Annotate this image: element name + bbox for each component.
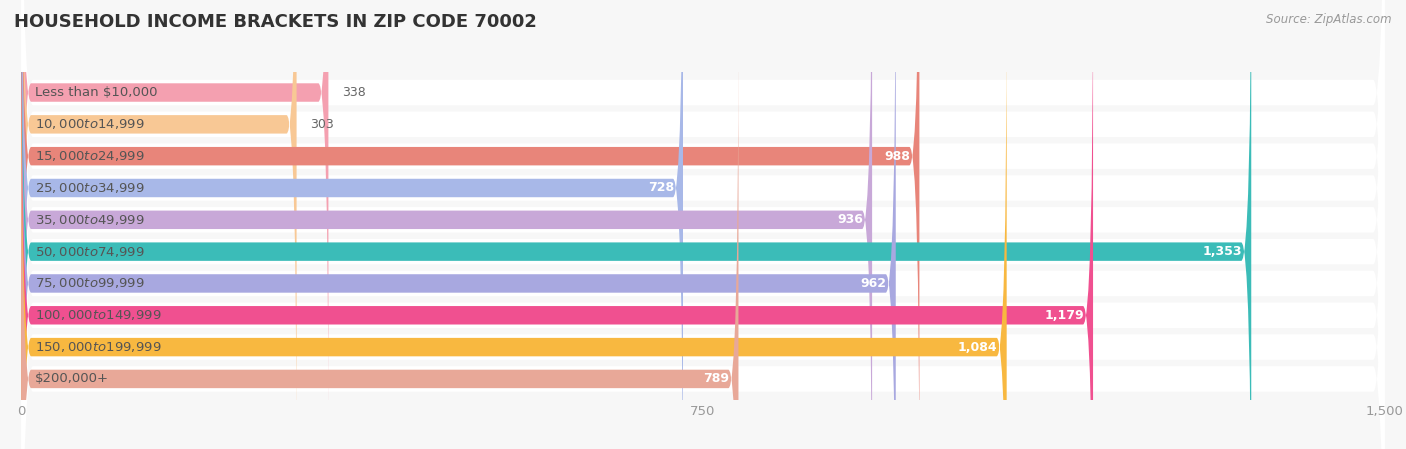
Text: $100,000 to $149,999: $100,000 to $149,999 <box>35 308 162 322</box>
Text: 728: 728 <box>648 181 673 194</box>
FancyBboxPatch shape <box>21 0 1385 449</box>
Text: $50,000 to $74,999: $50,000 to $74,999 <box>35 245 145 259</box>
Text: $150,000 to $199,999: $150,000 to $199,999 <box>35 340 162 354</box>
FancyBboxPatch shape <box>21 0 1385 449</box>
Text: $200,000+: $200,000+ <box>35 372 108 385</box>
Text: 962: 962 <box>860 277 887 290</box>
FancyBboxPatch shape <box>21 6 1007 449</box>
FancyBboxPatch shape <box>21 0 1385 449</box>
Text: 1,179: 1,179 <box>1045 309 1084 322</box>
FancyBboxPatch shape <box>21 0 1385 449</box>
Text: $35,000 to $49,999: $35,000 to $49,999 <box>35 213 145 227</box>
FancyBboxPatch shape <box>21 0 896 449</box>
Text: $15,000 to $24,999: $15,000 to $24,999 <box>35 149 145 163</box>
FancyBboxPatch shape <box>21 0 1385 449</box>
FancyBboxPatch shape <box>21 0 1385 449</box>
Text: 936: 936 <box>837 213 863 226</box>
Text: 789: 789 <box>703 372 730 385</box>
Text: 303: 303 <box>311 118 335 131</box>
FancyBboxPatch shape <box>21 0 683 449</box>
Text: $75,000 to $99,999: $75,000 to $99,999 <box>35 277 145 291</box>
FancyBboxPatch shape <box>21 0 1092 449</box>
Text: $25,000 to $34,999: $25,000 to $34,999 <box>35 181 145 195</box>
FancyBboxPatch shape <box>21 0 872 449</box>
Text: 988: 988 <box>884 150 910 163</box>
Text: 1,353: 1,353 <box>1202 245 1241 258</box>
Text: $10,000 to $14,999: $10,000 to $14,999 <box>35 117 145 132</box>
FancyBboxPatch shape <box>21 0 1251 449</box>
FancyBboxPatch shape <box>21 38 738 449</box>
FancyBboxPatch shape <box>21 0 1385 449</box>
Text: 1,084: 1,084 <box>957 341 998 354</box>
Text: Source: ZipAtlas.com: Source: ZipAtlas.com <box>1267 13 1392 26</box>
FancyBboxPatch shape <box>21 0 1385 449</box>
FancyBboxPatch shape <box>21 0 297 449</box>
FancyBboxPatch shape <box>21 0 1385 449</box>
Text: HOUSEHOLD INCOME BRACKETS IN ZIP CODE 70002: HOUSEHOLD INCOME BRACKETS IN ZIP CODE 70… <box>14 13 537 31</box>
Text: Less than $10,000: Less than $10,000 <box>35 86 157 99</box>
FancyBboxPatch shape <box>21 0 329 433</box>
FancyBboxPatch shape <box>21 0 920 449</box>
Text: 338: 338 <box>342 86 366 99</box>
FancyBboxPatch shape <box>21 0 1385 449</box>
